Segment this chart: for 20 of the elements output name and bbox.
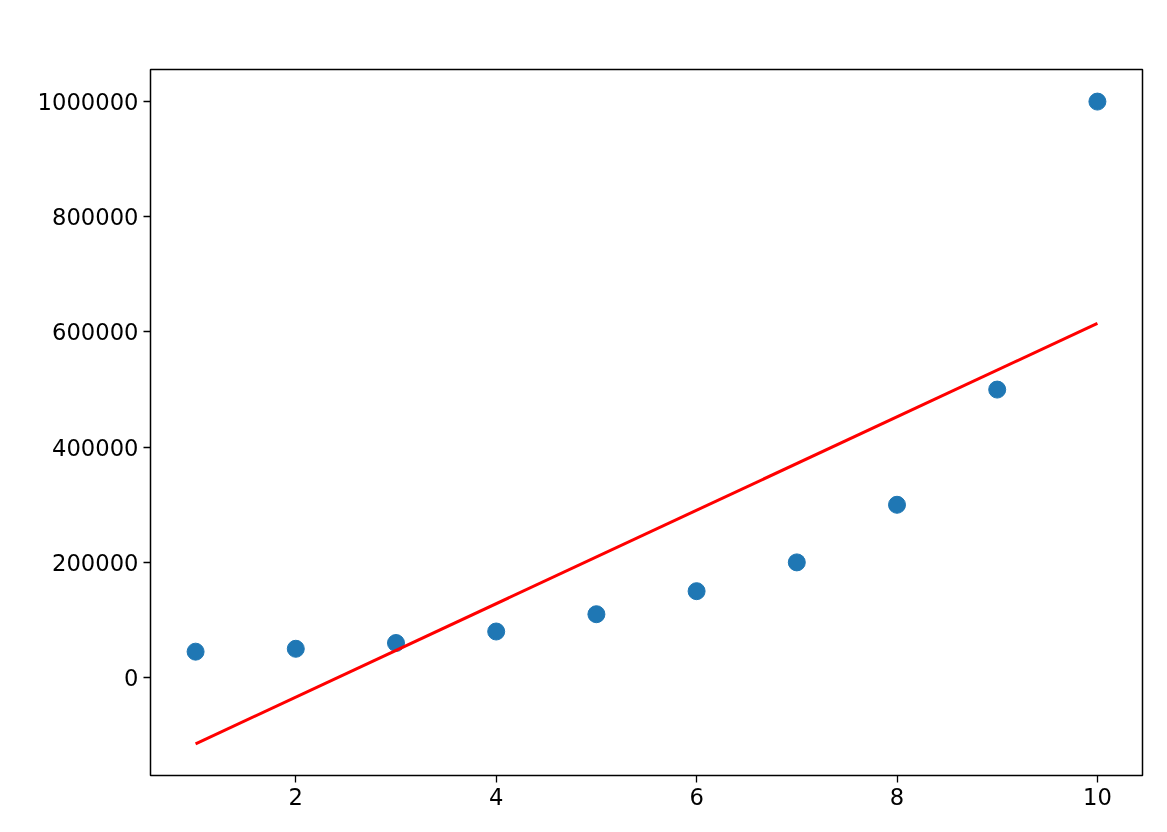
y-tick-label: 600000 [52, 319, 139, 346]
y-tick-label: 400000 [52, 434, 139, 461]
point [487, 622, 506, 641]
y-tick-label: 1000000 [37, 89, 139, 116]
point [1088, 92, 1107, 111]
point [587, 605, 606, 624]
x-tick-label: 4 [488, 783, 504, 810]
point [888, 495, 907, 514]
x-tick-label: 10 [1082, 783, 1112, 810]
point [286, 639, 305, 658]
x-tick-label: 2 [288, 783, 304, 810]
point [787, 553, 806, 572]
point [687, 582, 706, 601]
point [186, 642, 205, 661]
point [988, 380, 1007, 399]
x-tick-label: 8 [889, 783, 905, 810]
x-tick-label: 6 [689, 783, 704, 810]
y-tick-label: 800000 [52, 204, 139, 231]
y-tick-label: 200000 [52, 549, 139, 576]
y-tick-label: 0 [124, 665, 139, 692]
